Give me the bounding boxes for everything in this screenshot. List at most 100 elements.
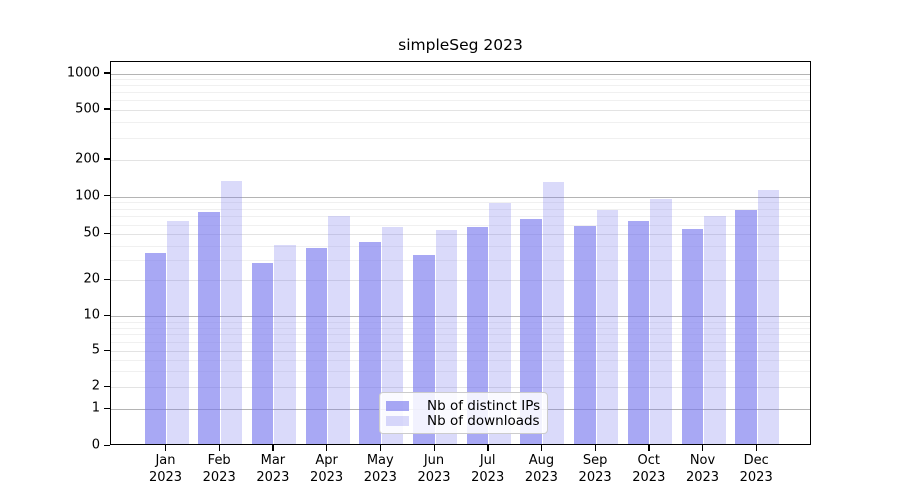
legend-item-downloads: Nb of downloads bbox=[386, 412, 540, 429]
y-tick-label-1000: 1000 bbox=[66, 65, 100, 81]
y-tick-label-50: 50 bbox=[83, 225, 100, 241]
x-tick-label-nov: Nov 2023 bbox=[685, 453, 720, 485]
bar-downloads-oct bbox=[650, 198, 672, 444]
y-tick-100 bbox=[104, 195, 110, 197]
bar-distinct-ips-jul bbox=[466, 227, 489, 444]
y-tick-label-500: 500 bbox=[75, 101, 100, 117]
y-tick-1 bbox=[104, 407, 110, 410]
bar-downloads-jan bbox=[167, 220, 189, 444]
y-tick-label-5: 5 bbox=[91, 342, 100, 358]
minor-gridline-60 bbox=[111, 224, 810, 226]
minor-gridline-90 bbox=[111, 202, 810, 204]
minor-gridline-900 bbox=[111, 79, 810, 81]
minor-gridline-70 bbox=[111, 216, 810, 218]
legend-swatch-downloads bbox=[386, 415, 409, 426]
x-tick-label-dec: Dec 2023 bbox=[739, 453, 773, 485]
y-tick-10 bbox=[104, 314, 110, 317]
minor-gridline-400 bbox=[111, 121, 810, 123]
y-tick-50 bbox=[104, 232, 110, 235]
gridline-200 bbox=[111, 159, 810, 161]
x-tick-feb bbox=[218, 445, 221, 451]
minor-gridline-3 bbox=[111, 371, 810, 373]
minor-gridline-4 bbox=[111, 360, 810, 362]
y-tick-label-2: 2 bbox=[91, 378, 100, 394]
x-tick-label-apr: Apr 2023 bbox=[310, 453, 344, 485]
bar-downloads-mar bbox=[274, 244, 296, 444]
x-tick-mar bbox=[272, 445, 274, 451]
x-tick-label-feb: Feb 2023 bbox=[202, 453, 236, 485]
bar-downloads-nov bbox=[704, 215, 726, 444]
minor-gridline-600 bbox=[111, 100, 810, 102]
y-tick-500 bbox=[104, 108, 110, 110]
gridline-5 bbox=[111, 351, 810, 353]
bar-downloads-dec bbox=[757, 189, 780, 444]
x-tick-may bbox=[379, 445, 382, 451]
x-tick-jan bbox=[165, 445, 167, 451]
x-tick-jul bbox=[487, 445, 489, 451]
x-tick-label-jan: Jan 2023 bbox=[148, 453, 183, 485]
bar-distinct-ips-oct bbox=[627, 220, 650, 444]
minor-gridline-40 bbox=[111, 245, 810, 247]
bar-distinct-ips-jan bbox=[144, 253, 166, 444]
x-tick-label-oct: Oct 2023 bbox=[632, 453, 666, 485]
minor-gridline-300 bbox=[111, 137, 810, 139]
legend-item-distinct-ips: Nb of distinct IPs bbox=[386, 398, 540, 414]
legend: Nb of distinct IPs Nb of downloads bbox=[379, 392, 548, 434]
gridline-10 bbox=[111, 316, 810, 318]
gridline-1000 bbox=[111, 73, 810, 75]
y-tick-0 bbox=[104, 444, 110, 446]
chart-title: simpleSeg 2023 bbox=[398, 36, 523, 54]
y-tick-label-0: 0 bbox=[91, 437, 100, 453]
bar-downloads-jul bbox=[489, 202, 511, 444]
x-tick-label-jun: Jun 2023 bbox=[417, 453, 451, 485]
bar-downloads-feb bbox=[220, 180, 243, 444]
gridline-100 bbox=[111, 196, 810, 198]
x-tick-label-may: May 2023 bbox=[363, 453, 397, 485]
gridline-500 bbox=[111, 109, 810, 111]
bar-distinct-ips-may bbox=[359, 242, 381, 444]
plot-area bbox=[110, 61, 811, 445]
x-tick-nov bbox=[702, 445, 704, 451]
bar-downloads-sep bbox=[596, 209, 619, 444]
minor-gridline-700 bbox=[111, 92, 810, 94]
bar-distinct-ips-aug bbox=[520, 218, 542, 444]
bar-distinct-ips-feb bbox=[198, 211, 220, 444]
minor-gridline-9 bbox=[111, 321, 810, 323]
x-tick-apr bbox=[326, 445, 328, 451]
x-tick-jun bbox=[433, 445, 435, 451]
y-tick-label-100: 100 bbox=[75, 188, 100, 203]
y-tick-1000 bbox=[104, 72, 110, 74]
y-tick-5 bbox=[104, 349, 110, 352]
minor-gridline-8 bbox=[111, 327, 810, 329]
x-tick-label-aug: Aug 2023 bbox=[524, 453, 558, 485]
minor-gridline-6 bbox=[111, 342, 810, 344]
x-tick-label-jul: Jul 2023 bbox=[471, 453, 505, 485]
minor-gridline-80 bbox=[111, 208, 810, 210]
legend-swatch-distinct-ips bbox=[386, 400, 409, 411]
x-tick-sep bbox=[594, 445, 596, 451]
y-tick-200 bbox=[104, 158, 110, 160]
bar-downloads-jun bbox=[435, 230, 457, 444]
bar-distinct-ips-mar bbox=[251, 263, 274, 444]
bar-downloads-apr bbox=[328, 216, 350, 444]
legend-label-downloads: Nb of downloads bbox=[427, 412, 540, 429]
x-tick-label-mar: Mar 2023 bbox=[256, 453, 290, 485]
bar-downloads-aug bbox=[542, 182, 565, 444]
x-tick-dec bbox=[755, 445, 758, 451]
y-tick-label-10: 10 bbox=[83, 307, 100, 323]
y-tick-label-20: 20 bbox=[83, 271, 100, 287]
bar-distinct-ips-nov bbox=[681, 229, 703, 444]
y-tick-20 bbox=[104, 278, 110, 281]
x-tick-label-sep: Sep 2023 bbox=[578, 453, 612, 485]
bar-distinct-ips-sep bbox=[574, 226, 596, 444]
y-tick-label-200: 200 bbox=[75, 151, 100, 167]
gridline-2 bbox=[111, 387, 810, 389]
y-tick-label-1: 1 bbox=[91, 400, 100, 416]
bar-distinct-ips-dec bbox=[735, 209, 757, 444]
bar-distinct-ips-apr bbox=[305, 247, 328, 444]
bar-downloads-may bbox=[381, 227, 404, 444]
minor-gridline-800 bbox=[111, 85, 810, 87]
y-tick-2 bbox=[104, 385, 110, 387]
x-tick-oct bbox=[648, 445, 650, 451]
